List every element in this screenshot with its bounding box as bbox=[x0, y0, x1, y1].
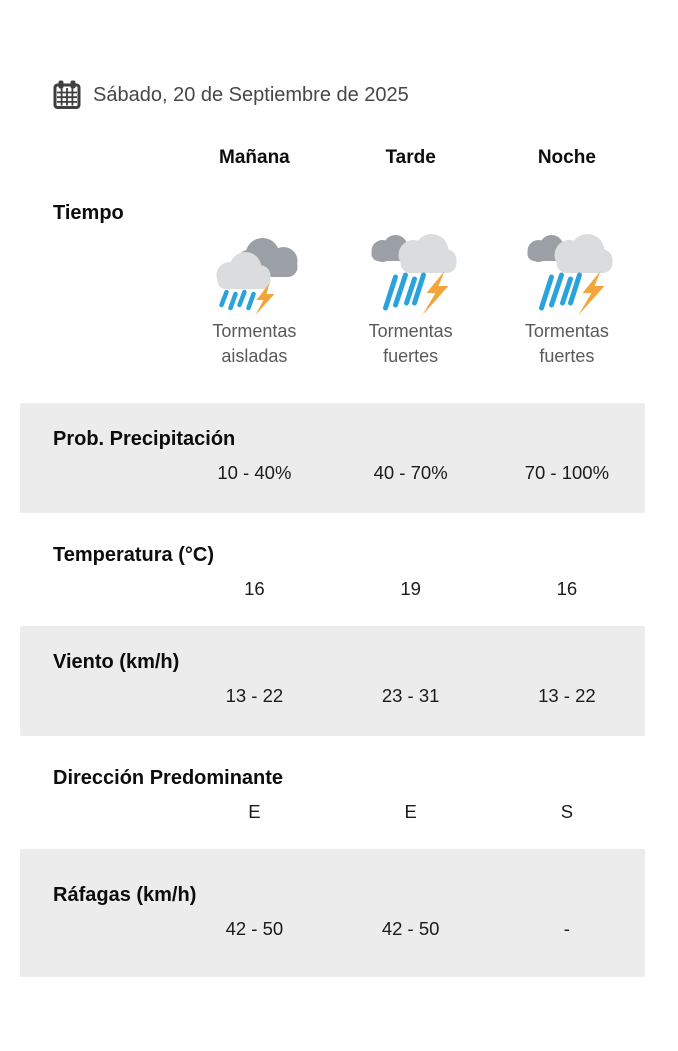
precipitation-morning: 10 - 40% bbox=[217, 462, 292, 483]
gusts-values-row: 42 - 50 42 - 50 - bbox=[20, 918, 645, 940]
row-label-direction: Dirección Predominante bbox=[53, 767, 284, 789]
precipitation-afternoon: 40 - 70% bbox=[373, 462, 448, 483]
row-temperature: Temperatura (°C) 16 19 16 bbox=[20, 513, 645, 626]
date-header: Sábado, 20 de Septiembre de 2025 bbox=[52, 80, 645, 110]
row-label-weather: Tiempo bbox=[53, 202, 124, 224]
row-label-precipitation: Prob. Precipitación bbox=[53, 428, 236, 450]
weather-cell-spacer bbox=[20, 231, 176, 369]
column-header-afternoon: Tarde bbox=[385, 147, 436, 168]
heavy-thunderstorm-icon bbox=[514, 231, 619, 315]
weather-cell-morning: Tormentas aisladas bbox=[176, 231, 332, 369]
condition-label-night: Tormentas fuertes bbox=[524, 321, 609, 366]
weather-cell-night: Tormentas fuertes bbox=[489, 231, 645, 369]
temperature-night: 16 bbox=[556, 578, 578, 599]
row-label-temperature: Temperatura (°C) bbox=[53, 544, 214, 566]
gusts-night: - bbox=[563, 918, 570, 939]
column-header-spacer bbox=[20, 147, 176, 169]
row-weather: Tiempo Tormentas aisladas Tormentas fuer… bbox=[20, 201, 645, 369]
condition-label-morning: Tormentas aisladas bbox=[212, 321, 297, 366]
row-label-gusts: Ráfagas (km/h) bbox=[53, 884, 197, 906]
condition-label-afternoon: Tormentas fuertes bbox=[368, 321, 453, 366]
row-wind: Viento (km/h) 13 - 22 23 - 31 13 - 22 bbox=[20, 626, 645, 736]
weather-cell-afternoon: Tormentas fuertes bbox=[333, 231, 489, 369]
wind-afternoon: 23 - 31 bbox=[381, 685, 440, 706]
row-direction: Dirección Predominante E E S bbox=[20, 736, 645, 849]
precipitation-night: 70 - 100% bbox=[524, 462, 610, 483]
row-gusts: Ráfagas (km/h) 42 - 50 42 - 50 - bbox=[20, 849, 645, 977]
calendar-icon bbox=[53, 80, 81, 109]
direction-morning: E bbox=[248, 801, 261, 822]
row-label-wind: Viento (km/h) bbox=[53, 651, 180, 673]
column-headers-row: Mañana Tarde Noche bbox=[20, 147, 645, 169]
weather-forecast-panel: Sábado, 20 de Septiembre de 2025 Mañana … bbox=[0, 80, 678, 1051]
wind-night: 13 - 22 bbox=[538, 685, 596, 706]
row-precipitation: Prob. Precipitación 10 - 40% 40 - 70% 70… bbox=[20, 403, 645, 513]
wind-morning: 13 - 22 bbox=[225, 685, 284, 706]
gusts-afternoon: 42 - 50 bbox=[381, 918, 440, 939]
isolated-thunderstorm-icon bbox=[202, 231, 307, 315]
heavy-thunderstorm-icon bbox=[358, 231, 463, 315]
direction-values-row: E E S bbox=[20, 801, 645, 823]
temperature-values-row: 16 19 16 bbox=[20, 578, 645, 600]
column-header-night: Noche bbox=[537, 147, 596, 168]
temperature-morning: 16 bbox=[244, 578, 265, 599]
column-header-morning: Mañana bbox=[219, 147, 290, 168]
weather-icons-row: Tormentas aisladas Tormentas fuertes Tor… bbox=[20, 231, 645, 369]
direction-night: S bbox=[560, 801, 574, 822]
precipitation-values-row: 10 - 40% 40 - 70% 70 - 100% bbox=[20, 462, 645, 484]
date-text: Sábado, 20 de Septiembre de 2025 bbox=[93, 84, 409, 106]
direction-afternoon: E bbox=[404, 801, 417, 822]
temperature-afternoon: 19 bbox=[400, 578, 421, 599]
gusts-morning: 42 - 50 bbox=[225, 918, 284, 939]
wind-values-row: 13 - 22 23 - 31 13 - 22 bbox=[20, 685, 645, 707]
